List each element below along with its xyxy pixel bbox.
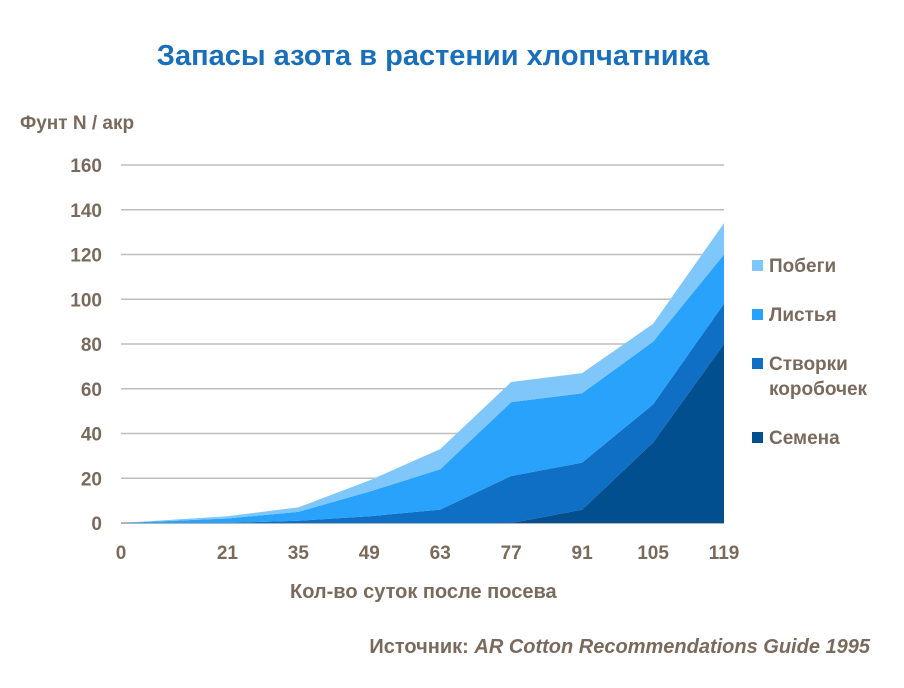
y-axis-label: Фунт N / акр: [20, 113, 135, 134]
y-tick-label: 40: [81, 425, 102, 446]
y-tick-label: 100: [70, 290, 102, 311]
legend-swatch: [752, 432, 763, 443]
area-Створки коробочек: [121, 303, 724, 523]
x-tick-label: 77: [501, 543, 522, 564]
y-tick-label: 160: [70, 156, 102, 177]
y-tick-label: 140: [70, 201, 102, 222]
x-tick-label: 119: [709, 543, 740, 564]
source-text: AR Cotton Recommendations Guide 1995: [474, 636, 870, 658]
area-Семена: [121, 344, 724, 523]
legend-swatch: [752, 309, 763, 320]
x-tick-label: 0: [116, 543, 127, 564]
y-tick-label: 120: [70, 246, 102, 267]
legend-label: Листья: [769, 305, 837, 326]
legend-label: Семена: [769, 428, 840, 449]
legend-item: Семена: [752, 426, 889, 451]
legend-swatch: [752, 358, 763, 369]
legend-swatch: [752, 260, 763, 271]
legend-item: Створки коробочек: [752, 352, 889, 402]
legend-label: Створки коробочек: [769, 354, 868, 400]
x-tick-label: 21: [217, 543, 239, 564]
y-tick-label: 80: [81, 335, 102, 356]
chart-title: Запасы азота в растении хлопчатника: [156, 40, 710, 72]
legend: Побеги Листья Створки коробочек Семена: [752, 254, 889, 475]
y-tick-label: 20: [81, 469, 102, 490]
area-Листья: [121, 254, 724, 523]
x-axis-label: Кол-во суток после посева: [290, 581, 557, 603]
area-series: [121, 223, 724, 524]
x-tick-label: 35: [288, 543, 310, 564]
y-tick-label: 60: [81, 380, 102, 401]
legend-item: Листья: [752, 303, 889, 328]
source-prefix: Источник:: [369, 636, 475, 658]
x-tick-label: 105: [637, 543, 669, 564]
x-tick-label: 49: [359, 543, 380, 564]
x-tick-label: 63: [430, 543, 451, 564]
area-Побеги: [121, 223, 724, 524]
y-axis-ticks: 0 20 40 60 80 100 120 140 160: [70, 156, 102, 535]
source-note: Источник: AR Cotton Recommendations Guid…: [369, 636, 870, 659]
legend-item: Побеги: [752, 254, 889, 279]
x-tick-label: 91: [572, 543, 594, 564]
legend-label: Побеги: [769, 256, 837, 277]
y-tick-label: 0: [91, 514, 102, 535]
x-axis-ticks: 0 21 35 49 63 77 91 105 119: [116, 543, 740, 564]
